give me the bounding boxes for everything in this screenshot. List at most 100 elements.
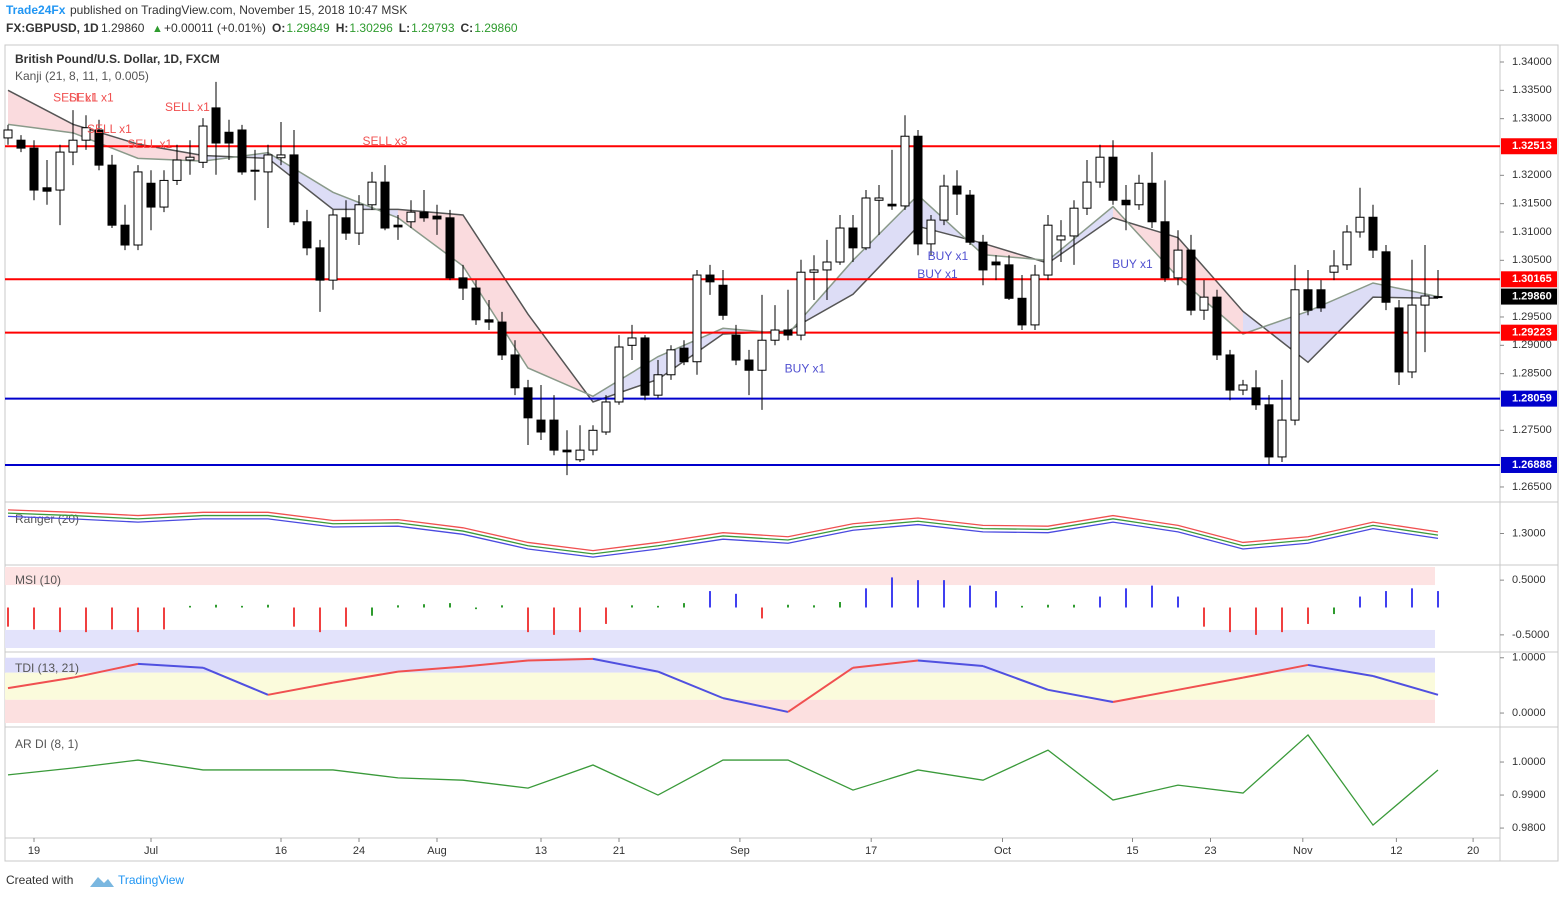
brand: Trade24Fx xyxy=(6,3,66,17)
candle-body xyxy=(133,171,143,246)
y-tick-label: 1.33000 xyxy=(1512,113,1552,125)
candle-body xyxy=(263,154,273,173)
candle-body xyxy=(1407,304,1417,373)
candle-body xyxy=(900,135,910,207)
x-tick-label: Jul xyxy=(144,845,158,857)
line-segment xyxy=(137,662,204,669)
candle-body xyxy=(1420,295,1430,306)
band xyxy=(5,657,1435,673)
y-tick-label: 1.27500 xyxy=(1512,424,1552,436)
x-tick-label: 24 xyxy=(353,845,365,857)
msi-bar xyxy=(501,605,503,608)
candle-body xyxy=(1316,289,1326,309)
candle-body xyxy=(887,203,897,207)
candle-body xyxy=(913,135,923,245)
candle-body xyxy=(497,321,507,356)
msi-bar xyxy=(969,585,971,608)
series-line xyxy=(7,515,1439,558)
candle-body xyxy=(952,185,962,195)
line-segment xyxy=(72,662,139,679)
y-tick-label: 0.5000 xyxy=(1512,574,1546,586)
ohlc-value: 1.29849 xyxy=(286,21,330,35)
candle-body xyxy=(614,346,624,403)
msi-bar xyxy=(891,577,893,608)
msi-bar xyxy=(33,607,35,630)
x-tick-label: 17 xyxy=(865,845,877,857)
candle-body xyxy=(3,129,13,139)
candle-body xyxy=(991,261,1001,266)
candle-body xyxy=(198,125,208,163)
candle-body xyxy=(1186,249,1196,311)
level-label: 1.30165 xyxy=(1512,273,1552,285)
published: published on TradingView.com, November 1… xyxy=(70,3,407,17)
candle-body xyxy=(341,217,351,234)
msi-bar xyxy=(995,591,997,608)
msi-bar xyxy=(735,593,737,608)
msi-bar xyxy=(605,607,607,624)
candle-body xyxy=(822,261,832,271)
candle-body xyxy=(42,187,52,192)
x-tick-label: 23 xyxy=(1204,845,1216,857)
candle-body xyxy=(653,374,663,396)
line-segment xyxy=(527,657,594,662)
candle-body xyxy=(1329,265,1339,273)
panel-title: British Pound/U.S. Dollar, 1D, FXCM xyxy=(15,52,220,66)
candle-body xyxy=(432,215,442,220)
candle-body xyxy=(471,287,481,321)
candle-body xyxy=(692,274,702,363)
last-price-box xyxy=(1501,288,1557,305)
candle-body xyxy=(640,337,650,396)
candle-body xyxy=(718,284,728,316)
line-segment xyxy=(592,657,659,673)
signal-label: SELL x1 xyxy=(127,137,172,151)
candle-body xyxy=(939,185,949,221)
msi-bar xyxy=(1411,588,1413,608)
candle-body xyxy=(302,221,312,249)
candle-body xyxy=(1043,224,1053,276)
candle-body xyxy=(224,131,234,144)
candle-body xyxy=(146,182,156,208)
ohlc-key: H: xyxy=(336,21,349,35)
level-label-box xyxy=(1501,390,1557,407)
candle-body xyxy=(705,274,715,283)
candle-body xyxy=(1095,156,1105,183)
msi-bar xyxy=(917,580,919,608)
level-label: 1.32513 xyxy=(1512,140,1552,152)
line-segment xyxy=(397,665,464,673)
msi-bar xyxy=(1333,607,1335,615)
candle-body xyxy=(1004,264,1014,299)
y-tick-label: 1.31500 xyxy=(1512,198,1552,210)
y-tick-label: 1.26500 xyxy=(1512,481,1552,493)
level-label-box xyxy=(1501,456,1557,473)
msi-bar xyxy=(7,607,9,627)
candle-body xyxy=(419,211,429,219)
candle-body xyxy=(588,429,598,451)
candle-body xyxy=(1238,384,1248,391)
candle-body xyxy=(172,159,182,181)
candle-body xyxy=(1173,249,1183,279)
candle-body xyxy=(757,339,767,371)
panel-title: AR DI (8, 1) xyxy=(15,737,78,751)
signal-label: BUY x1 xyxy=(917,267,958,281)
candle-body xyxy=(1134,182,1144,206)
series-line xyxy=(7,733,1439,827)
y-tick-label: 1.3000 xyxy=(1512,527,1546,539)
candle-body xyxy=(1212,296,1222,356)
candle-body xyxy=(1303,289,1313,311)
msi-bar xyxy=(111,607,113,630)
msi-bar xyxy=(1125,588,1127,608)
msi-bar xyxy=(657,605,659,608)
line-segment xyxy=(1047,688,1114,703)
line-segment xyxy=(917,659,984,668)
msi-bar xyxy=(839,602,841,608)
cloud xyxy=(463,214,528,368)
candle-body xyxy=(1251,387,1261,406)
msi-bar xyxy=(943,580,945,608)
candle-body xyxy=(744,359,754,371)
candle-body xyxy=(809,269,819,273)
level-label-box xyxy=(1501,324,1557,341)
candle-body xyxy=(81,127,91,141)
y-tick-label: 1.34000 xyxy=(1512,56,1552,68)
candle-body xyxy=(861,197,871,249)
line-segment xyxy=(267,681,334,696)
